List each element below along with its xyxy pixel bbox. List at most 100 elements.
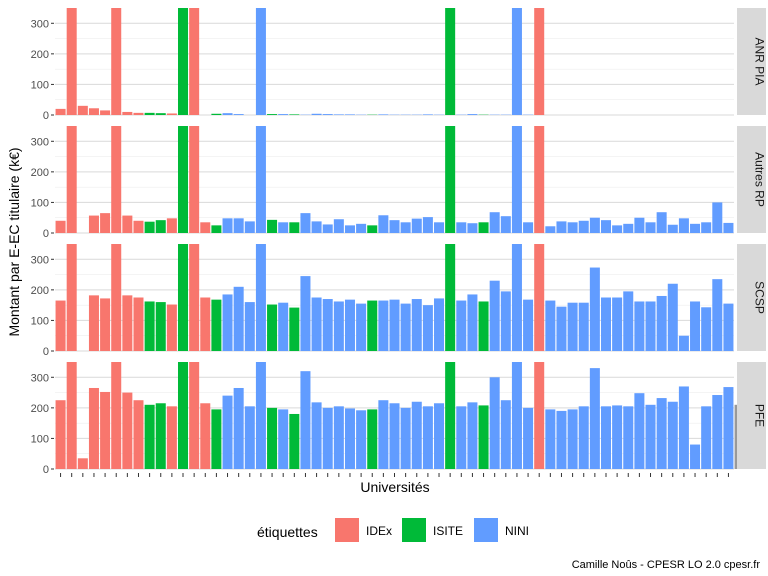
bar [678,386,689,469]
bar [233,387,244,469]
bar [88,108,99,115]
bar [111,244,122,351]
bar [690,444,701,469]
bar [367,225,378,233]
bar [400,407,411,469]
bar [511,362,522,469]
bar [255,8,266,115]
bar [300,371,311,469]
bar [200,403,211,469]
bar [322,407,333,469]
bar [322,114,333,115]
bar [623,291,634,351]
facet-strip [737,362,766,469]
bar [400,303,411,351]
bar [690,223,701,233]
bar [623,406,634,469]
bar [111,362,122,469]
y-tick-label: 0 [43,228,49,240]
bar [445,362,456,469]
bar [66,362,77,469]
bar [311,221,322,233]
bar [133,297,144,351]
bar [634,217,645,233]
y-tick-label: 300 [31,372,49,384]
bar [678,218,689,233]
bar [712,395,723,469]
bar [634,301,645,351]
bar [712,202,723,233]
bar [267,304,278,351]
bar [166,406,177,469]
bar [255,126,266,233]
caption: Camille Noûs - CPESR LO 2.0 cpesr.fr [572,559,761,571]
bar [445,244,456,351]
facet-strip-label: PFE [753,404,767,427]
bar [645,404,656,469]
bar [244,406,255,469]
bar [589,267,600,351]
y-tick-label: 300 [31,136,49,148]
bar [233,286,244,351]
bar [545,226,556,233]
bar [534,126,545,233]
bar [356,223,367,233]
bar [166,113,177,115]
bar [200,297,211,351]
bar [177,244,189,351]
bar [456,222,467,233]
facet-strip-label: ANR PIA [753,37,767,85]
bar [656,295,667,351]
y-tick-label: 200 [31,167,49,179]
bar [701,406,712,469]
bar [612,297,623,351]
bar [133,220,144,233]
bar [389,299,400,351]
bar [523,407,534,469]
bar [278,409,289,469]
bar [88,295,99,351]
bar [111,126,122,233]
y-tick-label: 0 [43,110,49,122]
bar [656,212,667,233]
panel-autres-rp: Autres RP [55,126,767,234]
bar [467,402,478,469]
y-tick-label: 0 [43,346,49,358]
bar [645,301,656,351]
y-tick-label: 100 [31,197,49,209]
bar [556,306,567,351]
bar [467,114,478,115]
bar [612,225,623,233]
bar [434,298,445,351]
bar [255,244,266,351]
bar [222,395,233,469]
bar [500,400,511,469]
bar [278,222,289,233]
y-tick-label: 300 [31,18,49,30]
bar [545,300,556,351]
bar [233,218,244,233]
bar [367,300,378,351]
bar [500,291,511,351]
bar [311,297,322,351]
bar [723,303,734,351]
bar [478,301,489,351]
bar [111,8,122,115]
bar [267,219,278,233]
bar [422,406,433,469]
bar [344,408,355,469]
bar [422,217,433,233]
bar [211,299,222,351]
bar [712,279,723,351]
bar [222,294,233,351]
bar [166,218,177,233]
bar [545,409,556,469]
legend-label-idex: IDEx [366,524,392,538]
bar [267,114,278,115]
bar [133,400,144,469]
bar [456,406,467,469]
bar [489,377,500,469]
bar [434,222,445,233]
facet-strip [737,8,766,115]
